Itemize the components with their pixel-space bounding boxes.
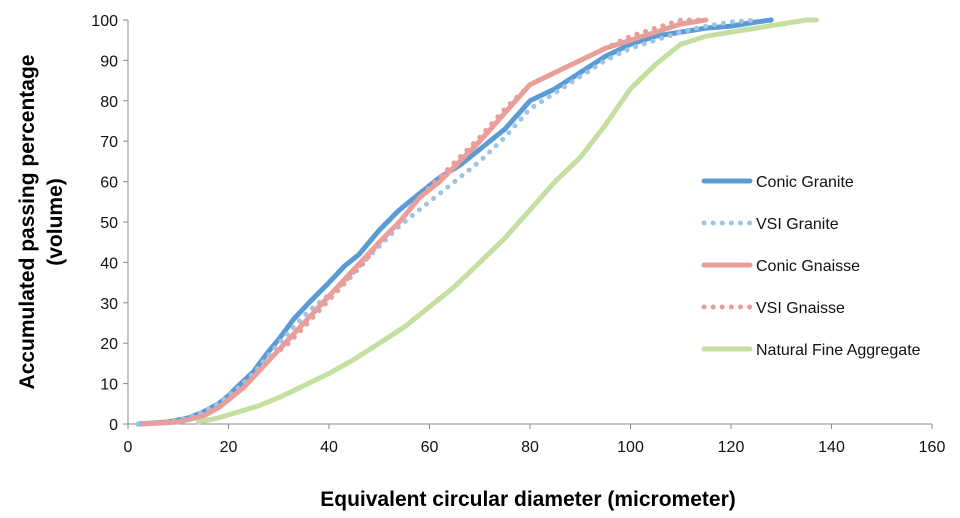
- y-tick-label: 60: [100, 175, 118, 192]
- series-line-conic-granite: [135, 17, 774, 427]
- y-tick-label: 20: [100, 336, 118, 353]
- y-tick-label: 70: [100, 134, 118, 151]
- series-line-vsi-granite: [135, 17, 759, 427]
- legend: Conic Granite VSI Granite Conic Gnaisse VSI…: [701, 174, 921, 359]
- legend-label-vsi-gnaisse: VSI Gnaisse: [756, 300, 845, 317]
- x-axis-title: Equivalent circular diameter (micrometer…: [320, 488, 735, 511]
- x-tick-label: 40: [320, 439, 338, 456]
- x-tick-label: 0: [124, 439, 133, 456]
- legend-label-conic-gnaisse: Conic Gnaisse: [756, 258, 860, 275]
- axis-titles: Equivalent circular diameter (micrometer…: [16, 55, 736, 511]
- y-tick-label: 100: [91, 13, 118, 30]
- legend-label-conic-granite: Conic Granite: [756, 174, 854, 191]
- x-tick-label: 120: [718, 439, 745, 456]
- y-tick-label: 30: [100, 296, 118, 313]
- axes: 0 10 20 30 40 50 60 70 80 90 100 0 20 40 60 80 100 120 140…: [91, 13, 945, 456]
- x-tick-label: 160: [919, 439, 946, 456]
- series-line-vsi-gnaisse: [140, 17, 709, 427]
- y-tick-label: 80: [100, 94, 118, 111]
- x-tick-label: 80: [521, 439, 539, 456]
- y-tick-label: 0: [109, 417, 118, 434]
- x-tick-label: 20: [220, 439, 238, 456]
- series-line-conic-gnaisse: [140, 17, 709, 427]
- series-line-natural-fine-aggregate: [195, 17, 819, 425]
- y-axis-title-line-2: (volume): [44, 178, 67, 266]
- y-tick-label: 40: [100, 255, 118, 272]
- x-tick-label: 60: [421, 439, 439, 456]
- series-lines: [135, 17, 819, 427]
- y-axis-title-line-1: Accumulated passing percentage: [16, 55, 39, 390]
- y-tick-label: 10: [100, 377, 118, 394]
- y-tick-label: 90: [100, 53, 118, 70]
- legend-label-natural-fine-aggregate: Natural Fine Aggregate: [756, 342, 921, 359]
- x-tick-label: 100: [617, 439, 644, 456]
- x-tick-label: 140: [818, 439, 845, 456]
- y-tick-label: 50: [100, 215, 118, 232]
- legend-label-vsi-granite: VSI Granite: [756, 216, 839, 233]
